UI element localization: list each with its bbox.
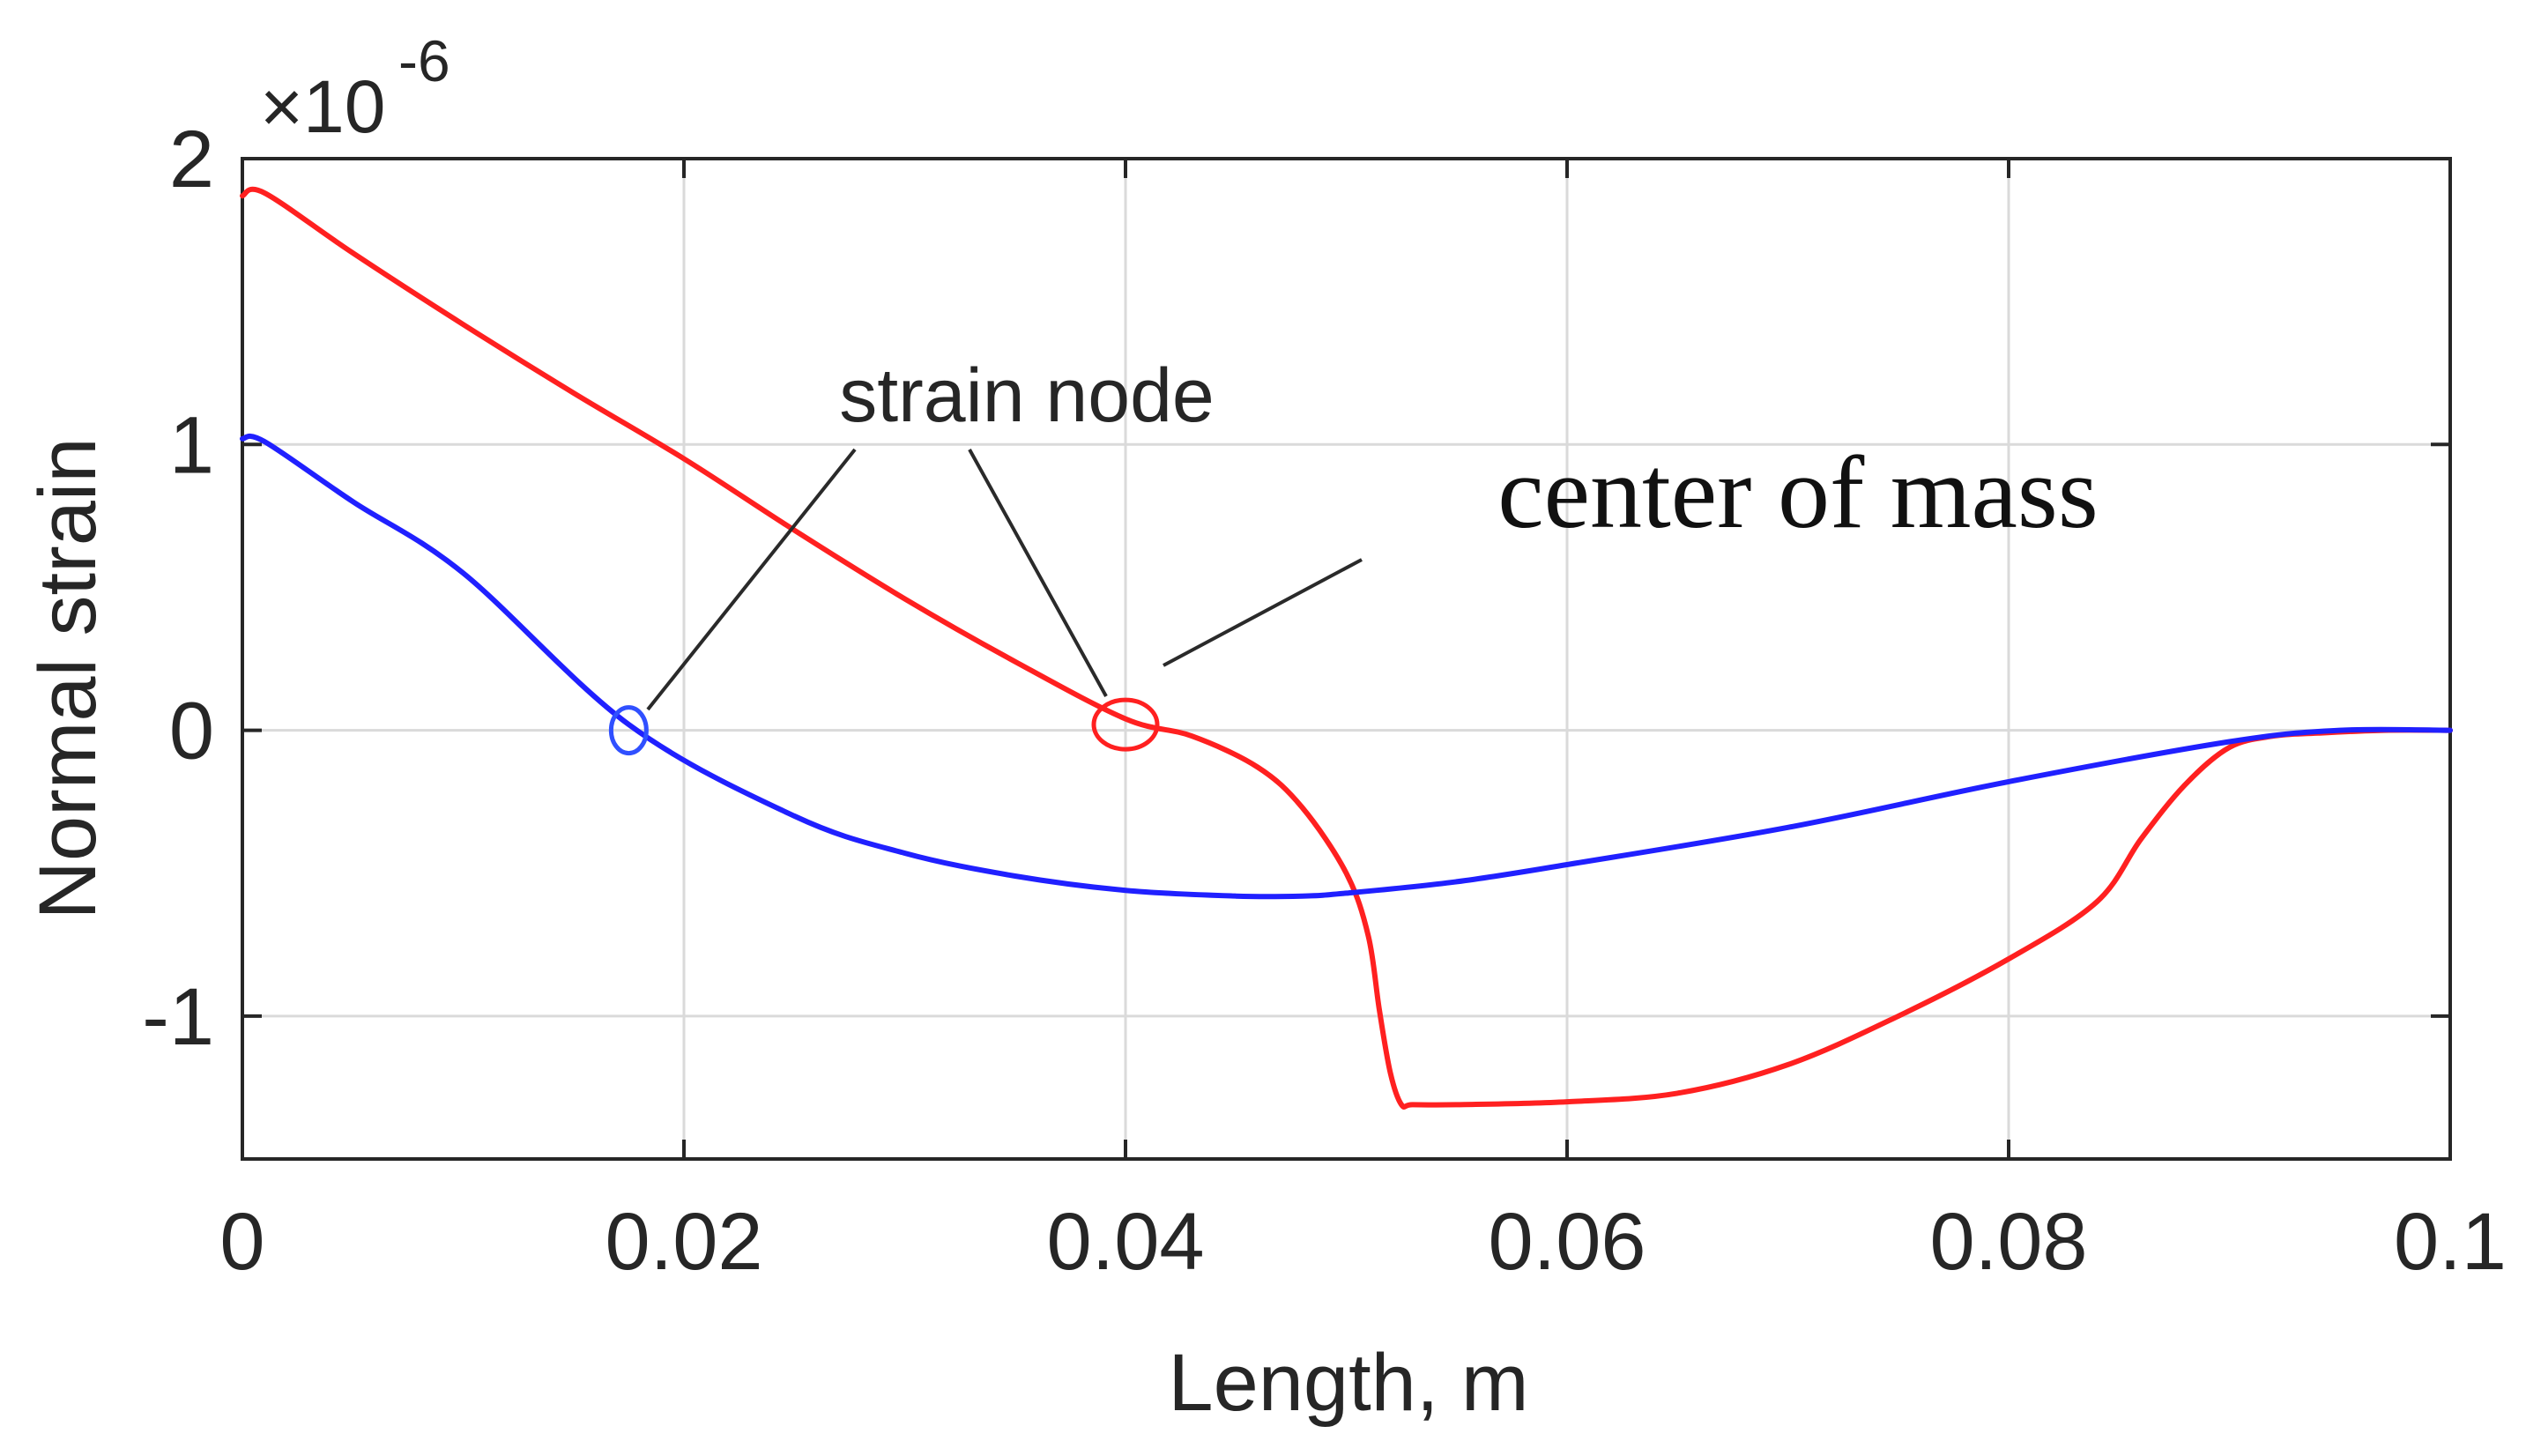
plot-frame	[241, 157, 2452, 1161]
x-tick-label: 0.04	[1046, 1197, 1204, 1287]
data-series	[240, 186, 2453, 1110]
x-tick-label: 0.02	[605, 1197, 762, 1287]
y-axis-label: Normal strain	[23, 437, 113, 919]
series-line-2	[240, 433, 2453, 900]
x-axis-label: Length, m	[1168, 1338, 1528, 1428]
annotation-center-of-mass: center of mass	[1497, 435, 2099, 550]
y-exponent-power: -6	[398, 28, 450, 93]
tick-labels: 0 0.02 0.04 0.06 0.08 0.1 -1 0 1 2	[142, 115, 2507, 1287]
grid-lines	[242, 159, 2450, 1159]
node-markers	[608, 697, 1160, 756]
y-exponent-base: ×10	[260, 65, 386, 148]
axis-ticks	[241, 157, 2452, 1159]
y-tick-label: 0	[169, 687, 214, 776]
x-tick-label: 0.1	[2394, 1197, 2507, 1287]
leader-center-of-mass	[1163, 558, 1363, 667]
y-exponent-label: ×10 -6	[260, 28, 450, 148]
series-line-1	[240, 186, 2453, 1110]
x-tick-label: 0.08	[1929, 1197, 2087, 1287]
leader-strain-node-left	[646, 448, 857, 711]
annotation-leaders	[646, 448, 1363, 711]
node-marker-2	[1091, 697, 1160, 752]
x-tick-label: 0.06	[1488, 1197, 1646, 1287]
y-tick-label: 1	[169, 400, 214, 490]
annotation-strain-node: strain node	[839, 353, 1215, 438]
y-tick-label: -1	[142, 972, 214, 1062]
node-marker-1	[608, 705, 649, 756]
x-tick-label: 0	[219, 1197, 264, 1287]
y-tick-label: 2	[169, 115, 214, 204]
leader-strain-node-right	[968, 449, 1108, 697]
